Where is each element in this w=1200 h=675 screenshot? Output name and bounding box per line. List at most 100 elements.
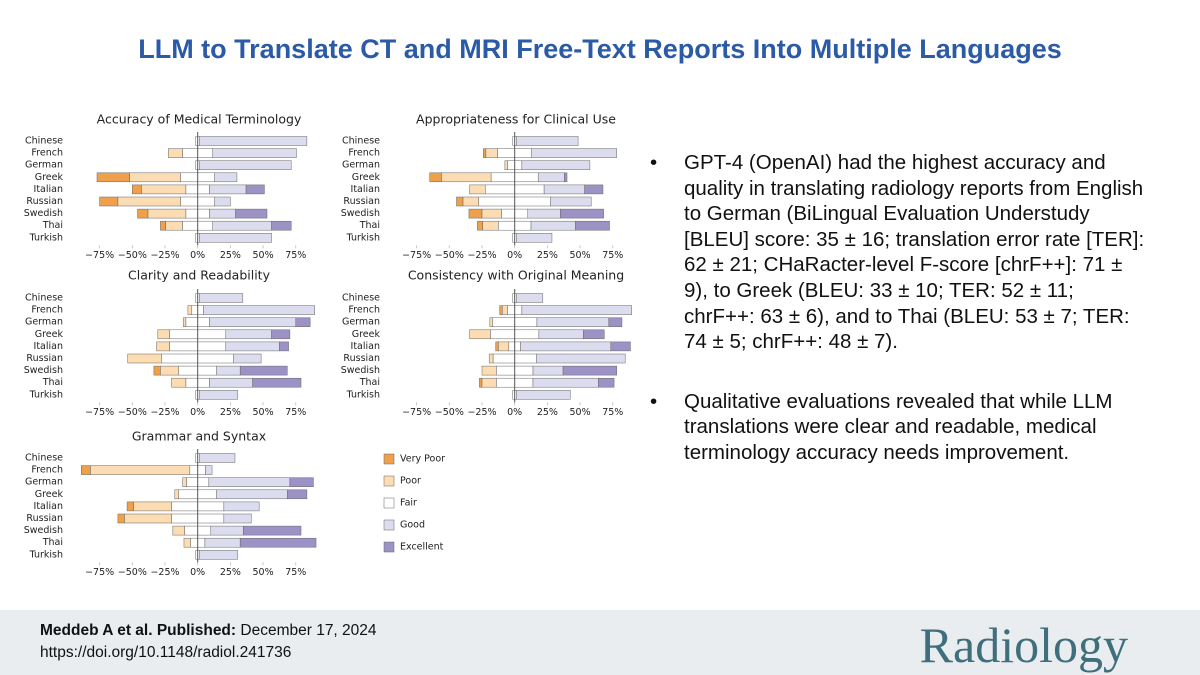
category-label: Russian	[343, 353, 380, 364]
category-label: Russian	[26, 513, 63, 524]
bar-segment	[462, 196, 479, 207]
x-tick-label: 50%	[253, 250, 274, 261]
x-tick-label: 50%	[253, 567, 274, 578]
bullet: GPT-4 (OpenAI) had the highest accuracy …	[648, 150, 1148, 355]
category-label: Turkish	[29, 549, 63, 560]
x-tick-label: −50%	[118, 250, 147, 261]
bar-segment	[502, 305, 508, 315]
bar-segment	[608, 317, 623, 327]
bar-segment	[225, 329, 272, 340]
bar-segment	[279, 341, 289, 352]
category-label: German	[25, 477, 63, 488]
category-label: Turkish	[346, 389, 380, 400]
x-tick-label: 75%	[602, 250, 623, 261]
category-label: Thai	[42, 377, 63, 388]
bar-segment	[165, 220, 183, 231]
bar-segment	[562, 365, 617, 376]
category-label: Italian	[34, 184, 63, 195]
bar-segment	[223, 513, 252, 524]
bar-segment	[516, 233, 553, 243]
bar-segment	[538, 329, 584, 340]
legend-label: Fair	[400, 498, 417, 509]
bar-segment	[598, 377, 615, 388]
bar-segment	[235, 208, 268, 219]
bar-segment	[468, 208, 483, 219]
legend-label: Very Poor	[400, 454, 445, 465]
bar-segment	[485, 148, 498, 158]
x-tick-label: 50%	[570, 407, 591, 418]
bar-segment	[252, 377, 302, 388]
bar-segment	[182, 477, 187, 487]
category-label: Italian	[351, 184, 380, 195]
charts: Accuracy of Medical Terminology−75% −50% −…	[24, 112, 632, 578]
bar-segment	[137, 208, 149, 219]
bar-segment	[532, 365, 564, 376]
category-label: Russian	[26, 196, 63, 207]
bar-segment	[295, 317, 311, 327]
bar-segment	[531, 148, 617, 158]
x-tick-label: 0%	[507, 407, 522, 418]
legend-label: Good	[400, 520, 425, 531]
bar-segment	[489, 317, 493, 327]
x-tick-label: 0%	[190, 567, 205, 578]
bar-segment	[245, 184, 265, 195]
bar-segment	[187, 305, 193, 315]
category-label: Chinese	[25, 453, 63, 464]
bar-segment	[488, 353, 494, 364]
bar-segment	[90, 465, 191, 475]
category-label: Turkish	[346, 232, 380, 243]
category-label: Swedish	[24, 208, 63, 219]
x-tick-label: 75%	[285, 250, 306, 261]
bar-segment	[223, 501, 260, 512]
bar-segment	[117, 196, 181, 207]
citation-label: Meddeb A et al. Published:	[40, 622, 237, 639]
x-tick-label: −75%	[85, 250, 114, 261]
chart-title: Grammar and Syntax	[132, 429, 266, 444]
bar-segment	[495, 341, 499, 352]
x-tick-label: 75%	[285, 407, 306, 418]
category-label: Russian	[26, 353, 63, 364]
bar-segment	[209, 208, 236, 219]
bar-segment	[214, 172, 238, 183]
category-label: Greek	[35, 489, 64, 500]
slide-title: LLM to Translate CT and MRI Free-Text Re…	[138, 34, 1062, 64]
date: December 17, 2024	[240, 622, 377, 639]
x-tick-label: −50%	[118, 407, 147, 418]
bar-segment	[481, 208, 502, 219]
bar-segment	[536, 317, 610, 327]
bar-segment	[550, 196, 592, 207]
bar-segment	[537, 172, 565, 183]
x-tick-label: 75%	[285, 567, 306, 578]
x-tick-label: −25%	[150, 567, 179, 578]
legend-swatch	[383, 453, 395, 465]
bar-segment	[124, 513, 172, 524]
bar-segment	[584, 184, 604, 195]
category-label: Greek	[35, 329, 64, 340]
category-label: Italian	[351, 341, 380, 352]
category-label: Swedish	[341, 365, 380, 376]
x-tick-label: −25%	[467, 407, 496, 418]
bar-segment	[199, 550, 238, 560]
category-label: Italian	[34, 341, 63, 352]
bar-segment	[168, 148, 183, 158]
chart-title: Consistency with Original Meaning	[408, 268, 624, 283]
category-label: Turkish	[29, 389, 63, 400]
bar-segment	[199, 293, 244, 303]
bar-segment	[171, 377, 187, 388]
bullet: Qualitative evaluations revealed that wh…	[648, 389, 1148, 466]
category-label: Greek	[35, 172, 64, 183]
bar-segment	[199, 233, 272, 243]
bar-segment	[516, 390, 571, 400]
category-label: Swedish	[24, 365, 63, 376]
legend-label: Poor	[400, 476, 421, 487]
x-tick-label: −75%	[85, 567, 114, 578]
bar-segment	[271, 220, 292, 231]
bar-segment	[482, 220, 499, 231]
legend-label: Excellent	[400, 542, 444, 553]
bar-segment	[560, 208, 604, 219]
bar-segment	[160, 220, 166, 231]
x-tick-label: −25%	[150, 250, 179, 261]
category-label: Russian	[343, 196, 380, 207]
bar-segment	[209, 317, 297, 327]
bar-segment	[141, 184, 187, 195]
